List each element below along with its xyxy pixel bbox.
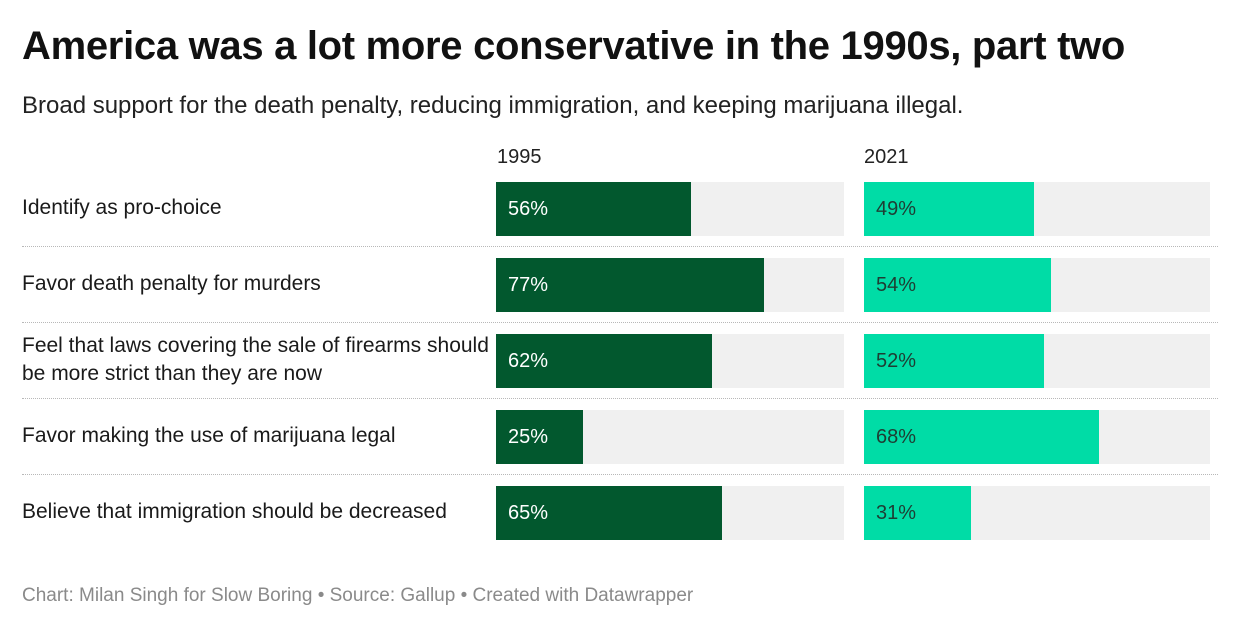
bar-2021 — [864, 334, 1044, 388]
bar-2021 — [864, 486, 972, 540]
row-divider — [22, 398, 1218, 399]
chart-row: Favor making the use of marijuana legal 2… — [0, 408, 1240, 464]
bar-2021 — [864, 182, 1034, 236]
bar-track-2021: 49% — [864, 182, 1210, 236]
bar-value-label-2021: 68% — [876, 426, 917, 448]
bar-value-label-2021: 52% — [876, 350, 917, 372]
category-label: Favor making the use of marijuana legal — [22, 424, 396, 447]
bar-1995 — [496, 486, 723, 540]
row-divider — [22, 322, 1218, 323]
bar-value-label-2021: 31% — [876, 502, 917, 524]
row-divider — [22, 246, 1218, 247]
bar-value-label-1995: 56% — [508, 198, 549, 220]
bar-track-2021: 54% — [864, 258, 1210, 312]
bar-track-2021: 31% — [864, 486, 1210, 540]
bar-2021 — [864, 410, 1100, 464]
category-label: Feel that laws covering the sale of fire… — [22, 334, 489, 385]
bar-track-2021: 68% — [864, 410, 1210, 464]
bar-track-1995: 62% — [496, 334, 844, 388]
bar-2021 — [864, 258, 1051, 312]
category-label: Identify as pro-choice — [22, 196, 222, 219]
bar-value-label-1995: 62% — [508, 350, 549, 372]
bar-value-label-1995: 77% — [508, 274, 549, 296]
chart-title: America was a lot more conservative in t… — [22, 24, 1126, 68]
column-header-2021: 2021 — [864, 146, 909, 168]
bar-1995 — [496, 334, 712, 388]
bar-track-2021: 52% — [864, 334, 1210, 388]
category-label: Believe that immigration should be decre… — [22, 500, 447, 523]
column-header-1995: 1995 — [497, 146, 542, 168]
bar-value-label-2021: 49% — [876, 198, 917, 220]
chart-row: Believe that immigration should be decre… — [0, 484, 1240, 540]
category-label: Favor death penalty for murders — [22, 272, 321, 295]
bar-track-1995: 77% — [496, 258, 844, 312]
bar-value-label-1995: 25% — [508, 426, 549, 448]
chart-row: Favor death penalty for murders 77% 54% — [0, 256, 1240, 312]
bar-value-label-2021: 54% — [876, 274, 917, 296]
chart-subtitle: Broad support for the death penalty, red… — [22, 92, 964, 119]
chart-row: Identify as pro-choice 56% 49% — [0, 180, 1240, 236]
bar-track-1995: 56% — [496, 182, 844, 236]
bar-value-label-1995: 65% — [508, 502, 549, 524]
bar-1995 — [496, 182, 691, 236]
chart-row: Feel that laws covering the sale of fire… — [0, 332, 1240, 388]
chart-footer: Chart: Milan Singh for Slow Boring • Sou… — [22, 585, 694, 606]
bar-track-1995: 65% — [496, 486, 844, 540]
bar-1995 — [496, 410, 583, 464]
row-divider — [22, 474, 1218, 475]
bar-track-1995: 25% — [496, 410, 844, 464]
bar-1995 — [496, 258, 764, 312]
